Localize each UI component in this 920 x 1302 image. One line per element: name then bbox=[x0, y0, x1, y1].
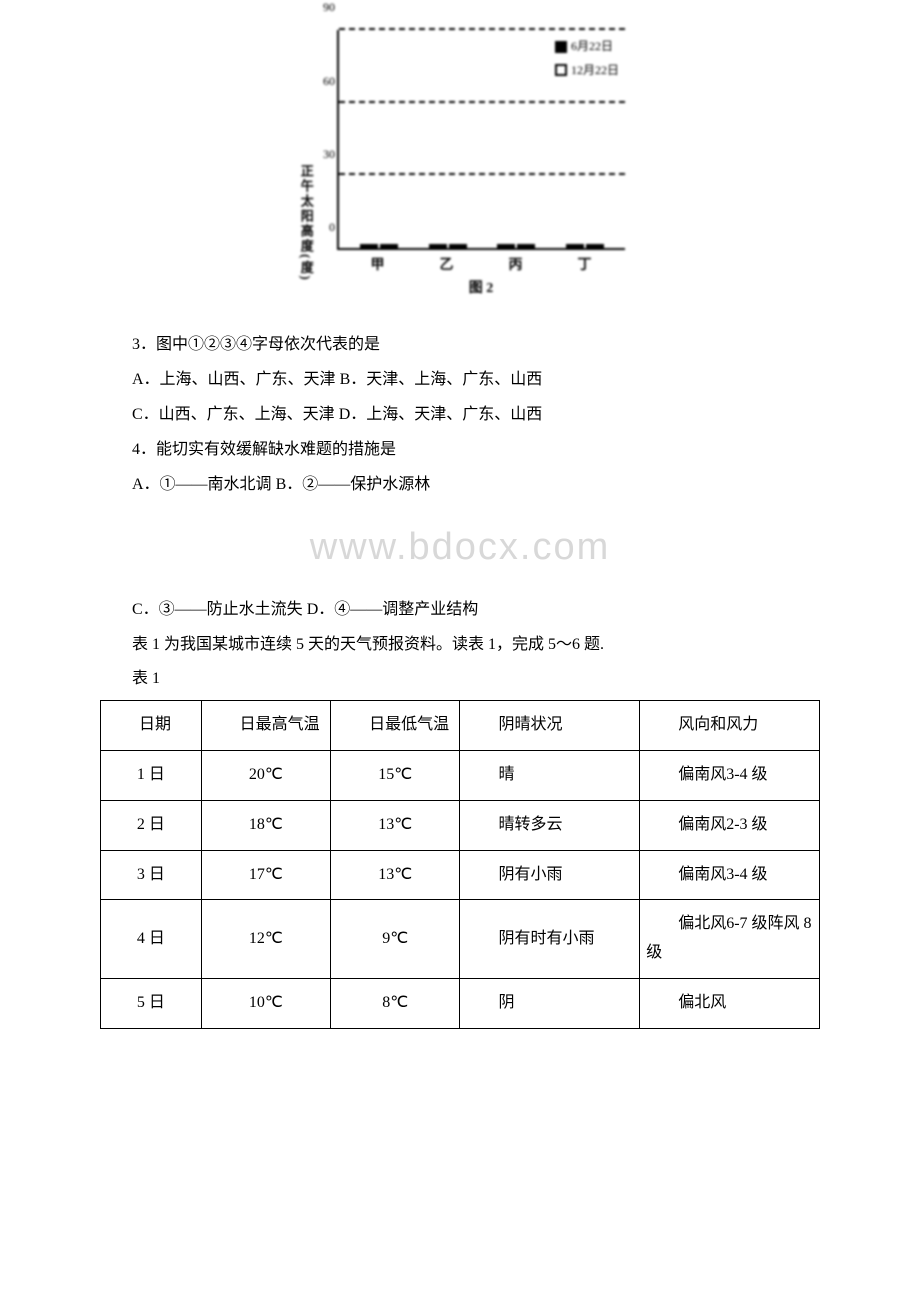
weather-table: 日期 日最高气温 日最低气温 阴晴状况 风向和风力 1 日20℃15℃晴偏南风3… bbox=[100, 700, 820, 1029]
table-row: 2 日18℃13℃晴转多云偏南风2-3 级 bbox=[101, 800, 820, 850]
table-cell: 17℃ bbox=[201, 850, 330, 900]
watermark: www.bdocx.com bbox=[100, 513, 820, 581]
table-row: 4 日12℃9℃阴有时有小雨偏北风6-7 级阵风 8级 bbox=[101, 900, 820, 979]
table-cell: 偏南风2-3 级 bbox=[640, 800, 820, 850]
plot-area: 6月22日 12月22日 bbox=[337, 30, 625, 250]
bar bbox=[497, 244, 515, 248]
th-lo: 日最低气温 bbox=[331, 701, 460, 751]
th-hi: 日最高气温 bbox=[201, 701, 330, 751]
table-cell: 13℃ bbox=[331, 850, 460, 900]
y-axis-label: 正午太阳高度(度) bbox=[295, 30, 317, 301]
table-cell: 4 日 bbox=[101, 900, 202, 979]
q3-opt-a: A．上海、山西、广东、天津 bbox=[132, 371, 336, 388]
bars bbox=[339, 30, 625, 248]
chart-box: 正午太阳高度(度) 0 30 60 90 6月22日 bbox=[295, 30, 625, 301]
th-cond: 阴晴状况 bbox=[460, 701, 640, 751]
bar bbox=[360, 244, 378, 248]
bar bbox=[566, 244, 584, 248]
bar-chart-figure: 正午太阳高度(度) 0 30 60 90 6月22日 bbox=[100, 30, 820, 301]
x-ticks: 甲 乙 丙 丁 bbox=[337, 250, 625, 278]
table-cell: 10℃ bbox=[201, 978, 330, 1028]
table-cell: 阴 bbox=[460, 978, 640, 1028]
q3-stem: 3．图中①②③④字母依次代表的是 bbox=[100, 331, 820, 360]
q3-opt-b: B．天津、上海、广东、山西 bbox=[340, 371, 543, 388]
q4-opt-b: B．②——保护水源林 bbox=[276, 476, 431, 493]
table-cell: 20℃ bbox=[201, 750, 330, 800]
bar bbox=[517, 244, 535, 248]
chart-caption: 图 2 bbox=[337, 276, 625, 301]
bar bbox=[586, 244, 604, 248]
bar bbox=[429, 244, 447, 248]
table-cell: 阴有小雨 bbox=[460, 850, 640, 900]
bar-group bbox=[566, 244, 604, 248]
th-date: 日期 bbox=[101, 701, 202, 751]
th-wind: 风向和风力 bbox=[640, 701, 820, 751]
table-cell: 9℃ bbox=[331, 900, 460, 979]
q3-opt-d: D．上海、天津、广东、山西 bbox=[339, 406, 543, 423]
table-row: 5 日10℃8℃阴偏北风 bbox=[101, 978, 820, 1028]
table-intro: 表 1 为我国某城市连续 5 天的天气预报资料。读表 1，完成 5～6 题. bbox=[100, 631, 820, 660]
table-row: 1 日20℃15℃晴偏南风3-4 级 bbox=[101, 750, 820, 800]
bar-group bbox=[360, 244, 398, 248]
table-cell: 8℃ bbox=[331, 978, 460, 1028]
table-cell: 3 日 bbox=[101, 850, 202, 900]
q4-options-cd: C．③——防止水土流失 D．④——调整产业结构 bbox=[100, 596, 820, 625]
table-cell: 12℃ bbox=[201, 900, 330, 979]
table-header-row: 日期 日最高气温 日最低气温 阴晴状况 风向和风力 bbox=[101, 701, 820, 751]
q4-opt-d: D．④——调整产业结构 bbox=[307, 601, 479, 618]
table-cell: 偏南风3-4 级 bbox=[640, 750, 820, 800]
table-cell: 偏北风 bbox=[640, 978, 820, 1028]
q3-opt-c: C．山西、广东、上海、天津 bbox=[132, 406, 335, 423]
table-cell: 1 日 bbox=[101, 750, 202, 800]
q4-stem: 4．能切实有效缓解缺水难题的措施是 bbox=[100, 436, 820, 465]
table-label: 表 1 bbox=[100, 665, 820, 694]
q3-options-cd: C．山西、广东、上海、天津 D．上海、天津、广东、山西 bbox=[100, 401, 820, 430]
table-cell: 晴转多云 bbox=[460, 800, 640, 850]
table-cell: 晴 bbox=[460, 750, 640, 800]
table-cell: 15℃ bbox=[331, 750, 460, 800]
table-cell: 2 日 bbox=[101, 800, 202, 850]
y-ticks: 0 30 60 90 bbox=[317, 30, 337, 250]
q3-options-ab: A．上海、山西、广东、天津 B．天津、上海、广东、山西 bbox=[100, 366, 820, 395]
table-cell: 18℃ bbox=[201, 800, 330, 850]
bar-group bbox=[497, 244, 535, 248]
bar-group bbox=[429, 244, 467, 248]
table-cell: 13℃ bbox=[331, 800, 460, 850]
table-cell: 偏北风6-7 级阵风 8级 bbox=[640, 900, 820, 979]
bar bbox=[449, 244, 467, 248]
table-cell: 阴有时有小雨 bbox=[460, 900, 640, 979]
q4-opt-a: A．①——南水北调 bbox=[132, 476, 272, 493]
table-cell: 5 日 bbox=[101, 978, 202, 1028]
table-body: 1 日20℃15℃晴偏南风3-4 级2 日18℃13℃晴转多云偏南风2-3 级3… bbox=[101, 750, 820, 1028]
bar bbox=[380, 244, 398, 248]
q4-options-ab: A．①——南水北调 B．②——保护水源林 bbox=[100, 471, 820, 500]
table-cell: 偏南风3-4 级 bbox=[640, 850, 820, 900]
table-row: 3 日17℃13℃阴有小雨偏南风3-4 级 bbox=[101, 850, 820, 900]
q4-opt-c: C．③——防止水土流失 bbox=[132, 601, 303, 618]
